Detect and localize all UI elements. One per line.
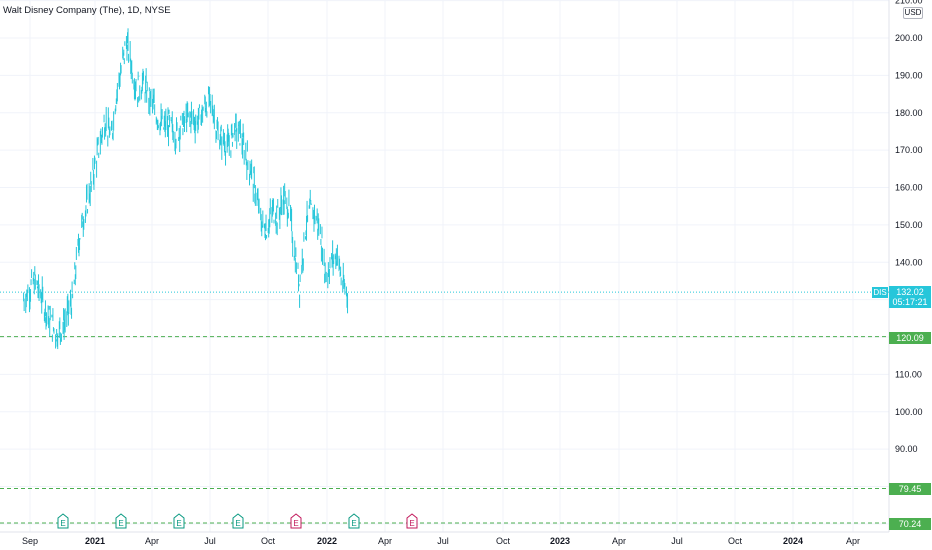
time-tick-label: 2022: [317, 536, 337, 546]
earnings-icon[interactable]: E: [406, 513, 418, 529]
time-tick-label: Sep: [22, 536, 38, 546]
earnings-icon[interactable]: E: [115, 513, 127, 529]
symbol-name: Walt Disney Company (The): [3, 5, 122, 16]
earnings-letter: E: [409, 519, 414, 528]
price-series: [23, 28, 349, 350]
price-tick-label: 140.00: [895, 257, 923, 267]
earnings-badge: [232, 513, 244, 529]
earnings-letter: E: [235, 519, 240, 528]
price-tick-label: 170.00: [895, 145, 923, 155]
price-tick-label: 100.00: [895, 407, 923, 417]
time-tick-label: Oct: [728, 536, 743, 546]
interval: 1D: [127, 5, 140, 16]
vertical-gridlines: [29, 0, 854, 532]
time-tick-label: 2021: [85, 536, 105, 546]
time-axis-ticks[interactable]: Sep 2021 Apr Jul Oct 2022 Apr Jul Oct 2023 Apr Jul O…: [22, 536, 860, 546]
earnings-letter: E: [118, 519, 123, 528]
price-tick-label: 190.00: [895, 70, 923, 80]
price-tick-label: 210.00: [895, 0, 923, 6]
earnings-icon[interactable]: E: [290, 513, 302, 529]
horizontal-gridlines: [0, 0, 889, 525]
price-axis-ticks[interactable]: 210.00 200.00 190.00 180.00 170.00 160.00 150.…: [895, 0, 923, 529]
earnings-letter: E: [60, 519, 65, 528]
price-tick-label: 90.00: [895, 444, 918, 454]
time-tick-label: Jul: [671, 536, 683, 546]
time-tick-label: Apr: [378, 536, 392, 546]
time-tick-label: 2024: [783, 536, 803, 546]
earnings-badge: [115, 513, 127, 529]
level-label-120: 120.09: [889, 332, 931, 344]
earnings-icon[interactable]: E: [173, 513, 185, 529]
price-tick-label: 150.00: [895, 220, 923, 230]
earnings-icon[interactable]: E: [348, 513, 360, 529]
price-tick-label: 110.00: [895, 369, 922, 379]
earnings-letter: E: [351, 519, 356, 528]
time-tick-label: Oct: [496, 536, 511, 546]
level-label-79: 79.45: [889, 483, 931, 495]
earnings-badge: [57, 513, 69, 529]
current-price-value: 132.02: [896, 287, 924, 297]
earnings-icon[interactable]: E: [57, 513, 69, 529]
countdown-timer: 05:17:21: [892, 297, 928, 307]
time-tick-label: Apr: [145, 536, 159, 546]
chart-title[interactable]: Walt Disney Company (The), 1D, NYSE: [3, 5, 171, 16]
time-tick-label: Apr: [612, 536, 626, 546]
earnings-icon[interactable]: E: [232, 513, 244, 529]
earnings-letter: E: [293, 519, 298, 528]
earnings-badge: [290, 513, 302, 529]
earnings-badge: [173, 513, 185, 529]
earnings-letter: E: [176, 519, 181, 528]
exchange: NYSE: [144, 5, 171, 16]
earnings-badge: [348, 513, 360, 529]
price-tick-label: 200.00: [895, 33, 923, 43]
time-tick-label: 2023: [550, 536, 570, 546]
ticker-tag: DIS: [872, 287, 888, 298]
price-tick-label: 180.00: [895, 108, 923, 118]
time-tick-label: Jul: [437, 536, 449, 546]
current-price-label: 132.02 05:17:21: [889, 286, 931, 308]
time-tick-label: Jul: [204, 536, 216, 546]
level-label-70: 70.24: [889, 518, 931, 530]
horizontal-levels: [0, 336, 889, 524]
price-tick-label: 160.00: [895, 183, 923, 193]
earnings-badge: [406, 513, 418, 529]
currency-badge[interactable]: USD: [903, 7, 923, 19]
time-tick-label: Oct: [261, 536, 276, 546]
time-tick-label: Apr: [846, 536, 860, 546]
